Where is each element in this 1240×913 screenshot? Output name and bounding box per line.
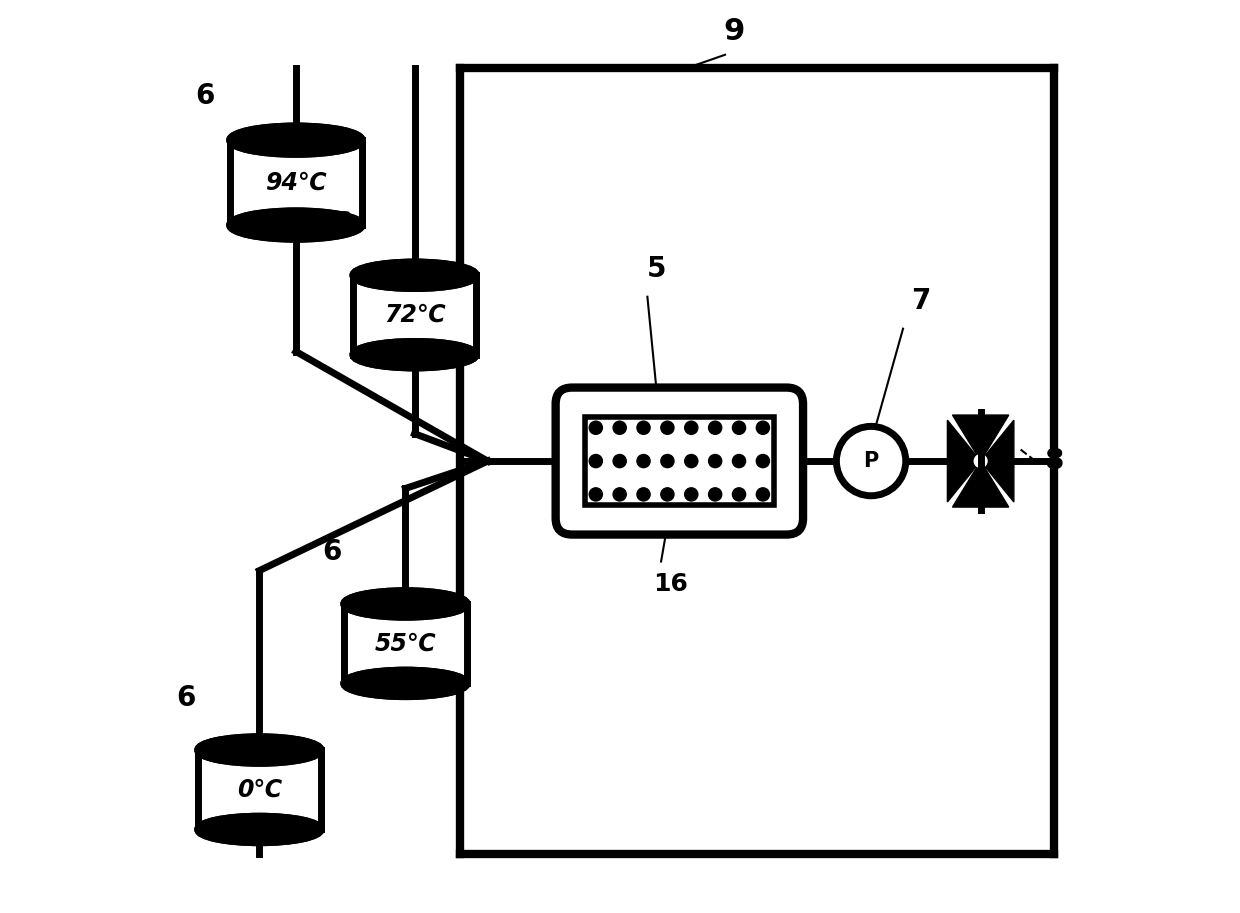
- Circle shape: [637, 455, 650, 467]
- Bar: [353, 276, 476, 355]
- Text: 72℃: 72℃: [383, 303, 445, 327]
- Circle shape: [733, 488, 745, 501]
- Circle shape: [613, 421, 626, 435]
- Circle shape: [589, 421, 603, 435]
- Circle shape: [756, 421, 770, 435]
- Text: 9: 9: [723, 17, 745, 47]
- Circle shape: [708, 455, 722, 467]
- Circle shape: [589, 455, 603, 467]
- Polygon shape: [947, 420, 981, 502]
- Text: P: P: [863, 451, 879, 471]
- Ellipse shape: [353, 341, 476, 368]
- Text: 94℃: 94℃: [265, 171, 326, 194]
- Polygon shape: [981, 420, 1014, 502]
- Circle shape: [637, 488, 650, 501]
- Ellipse shape: [229, 126, 362, 154]
- Ellipse shape: [343, 670, 467, 697]
- Circle shape: [661, 488, 675, 501]
- Circle shape: [684, 421, 698, 435]
- Text: 8: 8: [1044, 447, 1064, 475]
- Ellipse shape: [197, 816, 321, 843]
- Ellipse shape: [353, 262, 476, 289]
- Text: 6: 6: [195, 82, 215, 110]
- Text: 55℃: 55℃: [374, 632, 436, 656]
- FancyBboxPatch shape: [556, 388, 804, 535]
- Bar: [229, 141, 362, 226]
- Ellipse shape: [197, 816, 321, 843]
- Text: 6: 6: [322, 539, 342, 566]
- Circle shape: [589, 488, 603, 501]
- Bar: [197, 750, 321, 829]
- Ellipse shape: [353, 341, 476, 368]
- Ellipse shape: [197, 737, 321, 763]
- Circle shape: [733, 421, 745, 435]
- Ellipse shape: [343, 591, 467, 617]
- Circle shape: [684, 455, 698, 467]
- Text: 0℃: 0℃: [237, 778, 281, 802]
- Circle shape: [708, 421, 722, 435]
- Text: 16: 16: [652, 572, 688, 596]
- Circle shape: [756, 488, 770, 501]
- Text: 5: 5: [647, 256, 666, 283]
- Circle shape: [837, 426, 905, 496]
- Circle shape: [684, 488, 698, 501]
- Circle shape: [733, 455, 745, 467]
- Ellipse shape: [197, 737, 321, 763]
- Ellipse shape: [353, 262, 476, 289]
- Polygon shape: [952, 461, 1009, 507]
- Ellipse shape: [343, 591, 467, 617]
- Circle shape: [637, 421, 650, 435]
- Bar: [343, 604, 467, 683]
- Circle shape: [661, 421, 675, 435]
- Ellipse shape: [229, 126, 362, 154]
- Circle shape: [661, 455, 675, 467]
- Circle shape: [613, 488, 626, 501]
- Ellipse shape: [229, 211, 362, 239]
- Polygon shape: [952, 415, 1009, 461]
- Text: 6: 6: [332, 210, 351, 237]
- Ellipse shape: [229, 211, 362, 239]
- Text: 7: 7: [911, 288, 931, 315]
- Circle shape: [708, 488, 722, 501]
- Circle shape: [975, 455, 987, 467]
- Text: 6: 6: [176, 685, 196, 712]
- Bar: [585, 417, 774, 506]
- Circle shape: [613, 455, 626, 467]
- Circle shape: [756, 455, 770, 467]
- Ellipse shape: [343, 670, 467, 697]
